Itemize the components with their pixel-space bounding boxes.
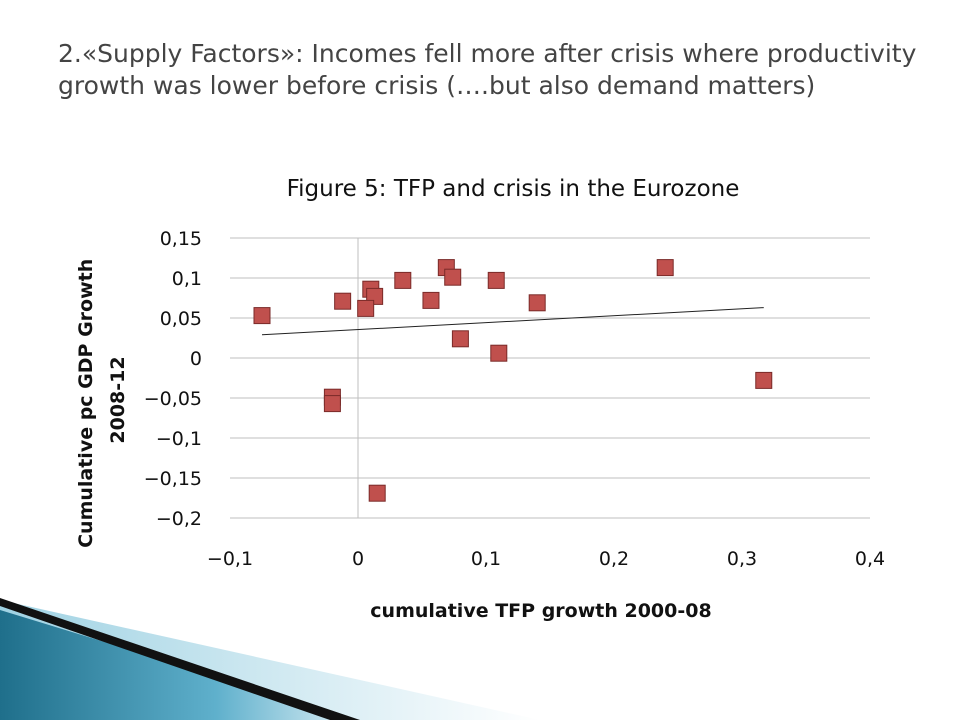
data-points: [253, 259, 773, 502]
y-axis-label: Cumulative pc GDP Growth 2008-12: [75, 252, 129, 548]
data-point: [253, 307, 271, 325]
data-point: [422, 291, 440, 309]
data-point: [368, 484, 386, 502]
x-tick-label: 0,1: [471, 548, 501, 570]
data-point: [528, 294, 546, 312]
x-tick-label: −0,1: [207, 548, 253, 570]
x-tick-labels: −0,1 0 0,1 0,2 0,3 0,4: [207, 548, 885, 570]
y-tick-label: 0: [190, 348, 202, 370]
y-axis-label-line-2: 2008-12: [107, 356, 129, 443]
y-tick-label: −0,15: [144, 468, 202, 490]
y-tick-label: −0,05: [144, 388, 202, 410]
data-point: [357, 299, 375, 317]
data-point: [755, 371, 773, 389]
data-point: [451, 330, 469, 348]
x-tick-label: 0,3: [727, 548, 757, 570]
x-axis-label: cumulative TFP growth 2000-08: [370, 600, 711, 622]
x-tick-label: 0: [352, 548, 364, 570]
y-tick-label: −0,1: [156, 428, 202, 450]
data-point: [487, 271, 505, 289]
trendline: [261, 307, 764, 336]
data-point: [334, 292, 352, 310]
data-point: [323, 395, 341, 413]
x-tick-label: 0,2: [599, 548, 629, 570]
chart-title: Figure 5: TFP and crisis in the Eurozone: [287, 176, 740, 202]
y-tick-label: 0,05: [160, 308, 202, 330]
data-point: [444, 268, 462, 286]
data-point: [656, 259, 674, 277]
slide-heading: 2.«Supply Factors»: Incomes fell more af…: [58, 39, 917, 100]
x-tick-label: 0,4: [855, 548, 885, 570]
y-tick-label: −0,2: [156, 508, 202, 530]
y-tick-labels: 0,15 0,1 0,05 0 −0,05 −0,1 −0,15 −0,2: [144, 228, 202, 530]
y-tick-label: 0,15: [160, 228, 202, 250]
y-tick-label: 0,1: [172, 268, 202, 290]
data-point: [394, 271, 412, 289]
y-axis-label-line-1: Cumulative pc GDP Growth: [75, 259, 97, 548]
data-point: [490, 344, 508, 362]
